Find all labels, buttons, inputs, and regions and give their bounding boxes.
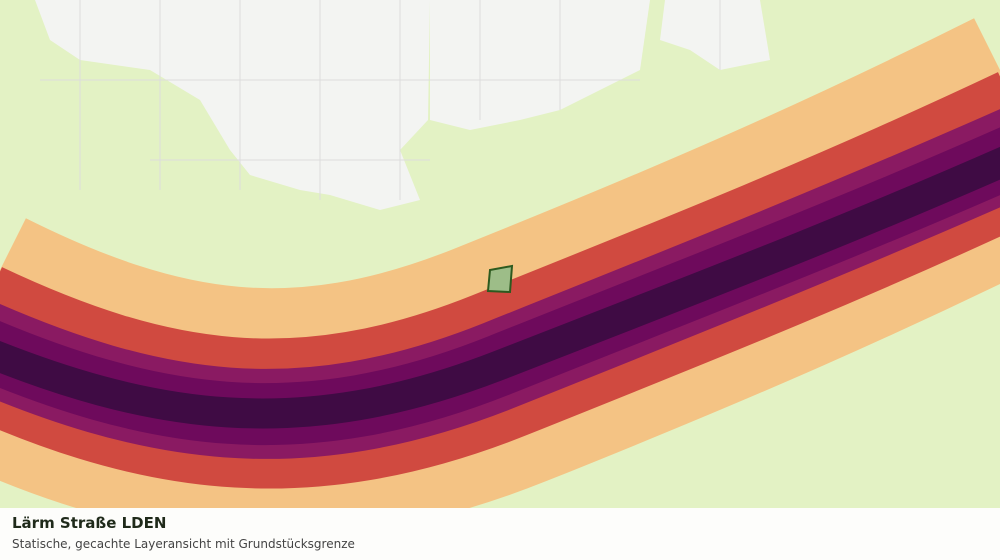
urban-area <box>430 0 650 130</box>
parcel-boundary <box>486 264 514 294</box>
info-panel: Lärm Straße LDEN Statische, gecachte Lay… <box>0 508 1000 560</box>
urban-area <box>660 0 770 70</box>
noise-map <box>0 0 1000 508</box>
layer-title: Lärm Straße LDEN <box>12 514 167 532</box>
noise-bands <box>0 18 1000 508</box>
urban-area <box>35 0 430 210</box>
layer-subtitle: Statische, gecachte Layeransicht mit Gru… <box>12 537 355 551</box>
grid <box>40 0 721 200</box>
band-75db <box>0 146 1000 429</box>
